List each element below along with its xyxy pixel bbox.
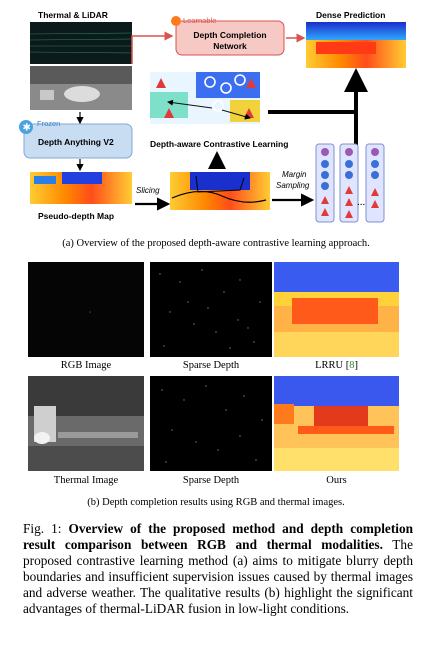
thermal-image-tile: [28, 376, 144, 471]
sparse-depth-tile-1: [150, 262, 272, 357]
snowflake-icon: [19, 120, 33, 134]
slicing-label: Slicing: [136, 186, 160, 195]
flame-icon: [171, 16, 181, 26]
svg-text:✱: ✱: [23, 123, 31, 134]
ellipsis: ...: [357, 196, 366, 208]
sparse-dots-2: [161, 385, 263, 463]
method-diagram: ✱: [19, 16, 406, 223]
sparse-dots-1: [159, 269, 261, 349]
depth-completion-label-2: Network: [213, 41, 247, 51]
sparse-depth-label-1: Sparse Depth: [182, 360, 240, 371]
depth-anything-label: Depth Anything V2: [38, 137, 114, 147]
sparse-depth-label-2: Sparse Depth: [182, 475, 240, 486]
dense-prediction-label: Dense Prediction: [316, 10, 386, 20]
lrru-result-tile: [274, 262, 399, 357]
depth-completion-box: [175, 20, 285, 56]
rgb-image-tile: [28, 262, 144, 357]
lidar-image: [30, 22, 132, 64]
ours-result-tile: [274, 376, 399, 471]
learnable-label: Learnable: [183, 16, 217, 25]
thermal-lidar-label: Thermal & LiDAR: [38, 10, 108, 20]
margin-label: Margin: [282, 170, 307, 179]
thermal-image-label: Thermal Image: [53, 475, 119, 486]
sampling-label: Sampling: [276, 181, 310, 190]
caption-b: (b) Depth completion results using RGB a…: [87, 497, 345, 508]
figure-caption: Fig. 1: Overview of the proposed method …: [23, 521, 413, 617]
caption-a: (a) Overview of the proposed depth-aware…: [62, 238, 370, 249]
lrru-label: LRRU [8]: [315, 360, 358, 371]
sparse-depth-tile-2: [150, 376, 272, 471]
sample-columns: [315, 143, 385, 223]
contrastive-label: Depth-aware Contrastive Learning: [150, 139, 289, 149]
pseudo-depth-label: Pseudo-depth Map: [38, 211, 115, 221]
rgb-image-label: RGB Image: [60, 360, 112, 371]
frozen-label: Frozen: [37, 119, 61, 128]
depth-completion-label-1: Depth Completion: [193, 30, 267, 40]
ours-label: Ours: [326, 475, 347, 486]
